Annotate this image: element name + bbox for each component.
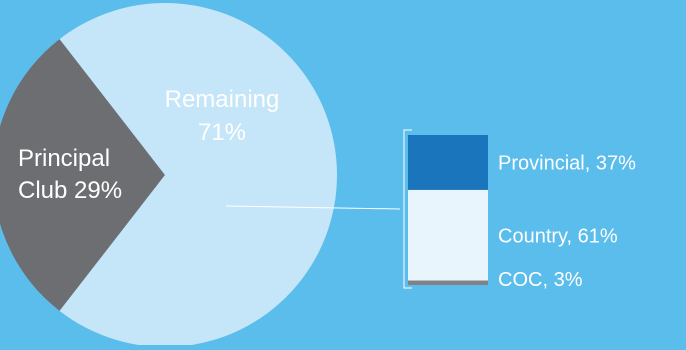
connector-line	[225, 205, 401, 210]
pie-slice-remaining	[59, 3, 337, 348]
bar-bracket	[403, 129, 412, 289]
bar-label-country: Country, 61%	[498, 225, 618, 247]
pie-label-remaining: Remaining	[165, 86, 280, 113]
bar-name-provincial: Provincial	[498, 152, 585, 174]
bar-segment-provincial	[408, 135, 488, 190]
bar-segment-country	[408, 189, 488, 281]
pie-label-principal: Principal	[18, 145, 110, 172]
bar-name-coc: COC	[498, 269, 542, 291]
bar-value-provincial: 37%	[596, 152, 636, 174]
bar-value-coc: 3%	[554, 269, 583, 291]
bar-segment-coc	[408, 280, 488, 285]
pie-label-club: Club	[18, 177, 67, 204]
pie-value-principal-club: 29%	[74, 177, 122, 204]
bar-value-country: 61%	[578, 225, 618, 247]
pie-label-club-value: Club 29%	[18, 177, 122, 204]
bar-label-coc: COC, 3%	[498, 269, 583, 291]
bar-label-provincial: Provincial, 37%	[498, 152, 636, 174]
pie-value-remaining: 71%	[198, 119, 246, 146]
bar-name-country: Country	[498, 225, 568, 247]
pie-slice-principal-club	[0, 39, 165, 311]
